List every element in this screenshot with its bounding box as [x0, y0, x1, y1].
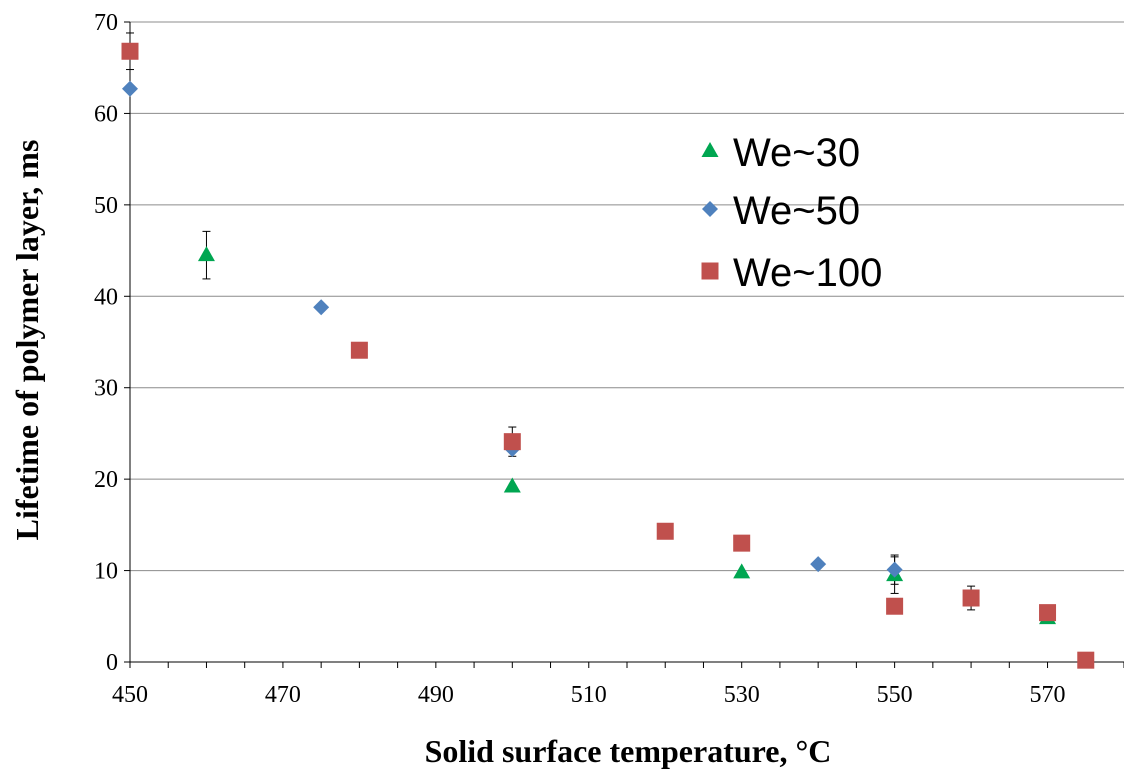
data-point [197, 246, 215, 262]
gridlines [130, 21, 1124, 572]
y-tick-label: 50 [94, 193, 118, 219]
data-point [886, 597, 904, 615]
legend-label: We~30 [733, 131, 860, 175]
x-axis-title: Solid surface temperature, °C [425, 733, 832, 769]
data-point [503, 433, 521, 451]
y-tick-label: 0 [106, 650, 118, 676]
data-point [350, 341, 368, 359]
x-tick-label: 550 [877, 682, 913, 708]
y-tick-label: 40 [94, 284, 118, 310]
data-point [121, 42, 139, 60]
axes [124, 21, 1124, 668]
data-point [313, 299, 330, 316]
x-tick-label: 510 [571, 682, 607, 708]
x-tick-label: 450 [112, 682, 148, 708]
data-point [503, 477, 521, 493]
data-point [1039, 604, 1057, 622]
data-point [810, 556, 827, 573]
x-tick-label: 570 [1030, 682, 1066, 708]
tick-labels: 0 10 20 30 40 50 60 70 450 470 490 510 530 550 570 [94, 10, 1066, 708]
y-tick-label: 30 [94, 376, 118, 402]
data-point [1077, 651, 1095, 669]
legend-label: We~100 [733, 251, 882, 295]
data-point [656, 522, 674, 540]
y-tick-label: 20 [94, 467, 118, 493]
data-point [733, 563, 751, 579]
y-tick-label: 60 [94, 101, 118, 127]
error-bars [126, 32, 976, 611]
data-point [733, 534, 751, 552]
data-point [962, 589, 980, 607]
legend-marker [701, 142, 719, 157]
data-points [121, 42, 1095, 669]
legend-marker [701, 262, 719, 280]
legend: We~30 We~50 We~100 [701, 131, 882, 295]
data-point [886, 561, 903, 578]
data-point [122, 80, 138, 97]
x-tick-label: 470 [265, 682, 301, 708]
legend-label: We~50 [733, 189, 860, 233]
y-tick-label: 10 [94, 559, 118, 585]
y-axis-title: Lifetime of polymer layer, ms [9, 140, 45, 541]
x-tick-label: 530 [724, 682, 760, 708]
y-tick-label: 70 [94, 10, 118, 36]
legend-marker [702, 201, 718, 217]
x-tick-label: 490 [418, 682, 454, 708]
